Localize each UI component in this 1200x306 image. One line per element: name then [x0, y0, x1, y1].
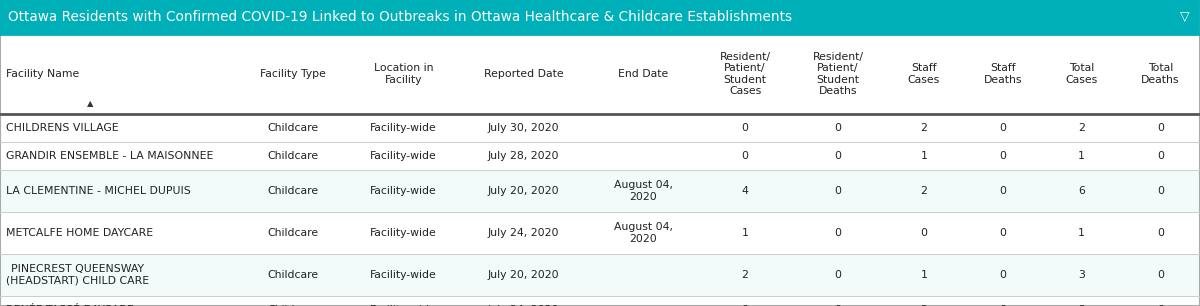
Text: 0: 0: [834, 305, 841, 306]
Text: 0: 0: [1000, 123, 1007, 133]
Bar: [0, 34, 1200, 114]
Text: 0: 0: [1000, 151, 1007, 161]
Text: 0: 0: [1157, 305, 1164, 306]
Text: Childcare: Childcare: [268, 305, 318, 306]
Text: 0: 0: [1000, 228, 1007, 238]
Text: Childcare: Childcare: [268, 151, 318, 161]
Text: July 20, 2020: July 20, 2020: [487, 270, 559, 280]
Text: Reported Date: Reported Date: [484, 69, 563, 79]
Text: 2: 2: [920, 186, 928, 196]
Text: 3: 3: [1078, 270, 1085, 280]
Text: GRANDIR ENSEMBLE - LA MAISONNEE: GRANDIR ENSEMBLE - LA MAISONNEE: [6, 151, 214, 161]
Text: Total
Cases: Total Cases: [1066, 63, 1098, 85]
Text: Facility-wide: Facility-wide: [370, 305, 437, 306]
Text: Resident/
Patient/
Student
Deaths: Resident/ Patient/ Student Deaths: [812, 52, 864, 96]
Text: Total
Deaths: Total Deaths: [1141, 63, 1180, 85]
Bar: [0, 142, 1200, 170]
Text: Facility-wide: Facility-wide: [370, 186, 437, 196]
Text: Facility-wide: Facility-wide: [370, 270, 437, 280]
Text: 2: 2: [1078, 123, 1085, 133]
Text: Staff
Deaths: Staff Deaths: [984, 63, 1022, 85]
Text: Ottawa Residents with Confirmed COVID-19 Linked to Outbreaks in Ottawa Healthcar: Ottawa Residents with Confirmed COVID-19…: [8, 10, 792, 24]
Text: 1: 1: [920, 270, 928, 280]
Text: Childcare: Childcare: [268, 123, 318, 133]
Text: 0: 0: [920, 228, 928, 238]
Bar: [0, 212, 1200, 254]
Text: 0: 0: [742, 123, 749, 133]
Text: 2: 2: [742, 270, 749, 280]
Text: July 24, 2020: July 24, 2020: [487, 305, 559, 306]
Text: 0: 0: [834, 151, 841, 161]
Text: Childcare: Childcare: [268, 186, 318, 196]
Bar: [0, 0, 1200, 34]
Text: End Date: End Date: [618, 69, 668, 79]
Text: Facility-wide: Facility-wide: [370, 151, 437, 161]
Text: 0: 0: [834, 228, 841, 238]
Text: July 20, 2020: July 20, 2020: [487, 186, 559, 196]
Text: 0: 0: [1000, 270, 1007, 280]
Text: 1: 1: [920, 151, 928, 161]
Text: Facility Name: Facility Name: [6, 69, 79, 79]
Text: Childcare: Childcare: [268, 270, 318, 280]
Text: ▽: ▽: [1181, 10, 1190, 24]
Text: 0: 0: [1157, 151, 1164, 161]
Text: Staff
Cases: Staff Cases: [907, 63, 940, 85]
Text: 0: 0: [1157, 270, 1164, 280]
Text: 3: 3: [920, 305, 928, 306]
Text: Childcare: Childcare: [268, 228, 318, 238]
Text: 0: 0: [1000, 186, 1007, 196]
Text: 0: 0: [742, 305, 749, 306]
Text: METCALFE HOME DAYCARE: METCALFE HOME DAYCARE: [6, 228, 154, 238]
Text: Facility-wide: Facility-wide: [370, 228, 437, 238]
Text: Facility Type: Facility Type: [260, 69, 326, 79]
Text: 0: 0: [742, 151, 749, 161]
Text: Facility-wide: Facility-wide: [370, 123, 437, 133]
Bar: [0, 296, 1200, 306]
Text: Resident/
Patient/
Student
Cases: Resident/ Patient/ Student Cases: [720, 52, 770, 96]
Bar: [0, 254, 1200, 296]
Text: 1: 1: [1078, 228, 1085, 238]
Text: LA CLEMENTINE - MICHEL DUPUIS: LA CLEMENTINE - MICHEL DUPUIS: [6, 186, 191, 196]
Text: 0: 0: [1157, 228, 1164, 238]
Text: July 28, 2020: July 28, 2020: [487, 151, 559, 161]
Text: 0: 0: [834, 270, 841, 280]
Text: August 04,
2020: August 04, 2020: [614, 180, 673, 202]
Text: 1: 1: [1078, 151, 1085, 161]
Text: ▲: ▲: [88, 99, 94, 108]
Text: 0: 0: [834, 123, 841, 133]
Text: July 30, 2020: July 30, 2020: [487, 123, 559, 133]
Text: 4: 4: [742, 186, 749, 196]
Text: Location in
Facility: Location in Facility: [373, 63, 433, 85]
Text: RENÉE TASSÉ DAYCARE: RENÉE TASSÉ DAYCARE: [6, 305, 133, 306]
Text: 6: 6: [1078, 186, 1085, 196]
Text: August 04,
2020: August 04, 2020: [614, 222, 673, 244]
Text: 0: 0: [834, 186, 841, 196]
Text: July 24, 2020: July 24, 2020: [487, 228, 559, 238]
Text: 0: 0: [1157, 123, 1164, 133]
Text: 3: 3: [1078, 305, 1085, 306]
Text: PINECREST QUEENSWAY
(HEADSTART) CHILD CARE: PINECREST QUEENSWAY (HEADSTART) CHILD CA…: [6, 264, 149, 286]
Text: 1: 1: [742, 228, 749, 238]
Text: CHILDRENS VILLAGE: CHILDRENS VILLAGE: [6, 123, 119, 133]
Text: 2: 2: [920, 123, 928, 133]
Text: 0: 0: [1157, 186, 1164, 196]
Bar: [0, 170, 1200, 212]
Text: 0: 0: [1000, 305, 1007, 306]
Bar: [0, 114, 1200, 142]
